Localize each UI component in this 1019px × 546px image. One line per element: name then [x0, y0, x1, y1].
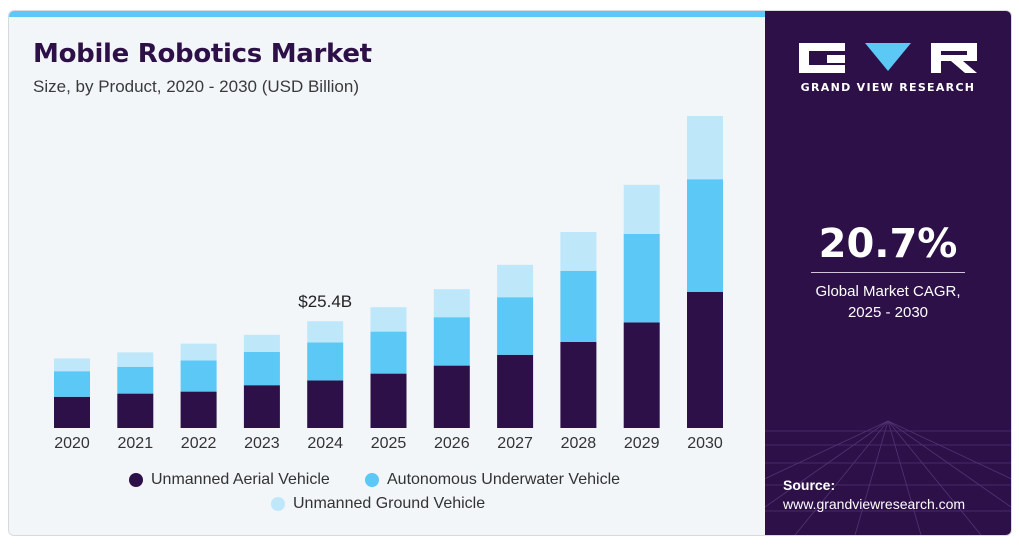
legend-swatch — [271, 497, 285, 511]
bar-unmanned-ground-vehicle-2024 — [307, 321, 344, 343]
bar-unmanned-ground-vehicle-2023 — [243, 334, 280, 352]
bar-unmanned-aerial-vehicle-2027 — [497, 354, 534, 428]
bar-unmanned-ground-vehicle-2025 — [370, 307, 407, 332]
bar-unmanned-ground-vehicle-2020 — [54, 358, 90, 372]
bar-unmanned-ground-vehicle-2027 — [497, 264, 534, 298]
x-tick-label-2023: 2023 — [244, 435, 280, 452]
x-tick-label-2024: 2024 — [307, 435, 343, 452]
x-tick-label-2021: 2021 — [118, 435, 154, 452]
bar-unmanned-aerial-vehicle-2029 — [623, 322, 660, 428]
chart-panel: Mobile Robotics Market Size, by Product,… — [9, 11, 765, 535]
source-label: Source: — [783, 477, 836, 493]
bar-autonomous-underwater-vehicle-2022 — [180, 360, 217, 392]
bar-unmanned-aerial-vehicle-2023 — [243, 385, 280, 428]
bar-autonomous-underwater-vehicle-2027 — [497, 297, 534, 355]
cagr-value: 20.7% — [818, 221, 958, 267]
cagr-label-line2: 2025 - 2030 — [847, 304, 929, 321]
legend-swatch — [129, 473, 143, 487]
legend-item-unmanned-aerial-vehicle: Unmanned Aerial Vehicle — [129, 471, 330, 489]
x-tick-label-2020: 2020 — [54, 435, 90, 452]
bar-autonomous-underwater-vehicle-2029 — [623, 234, 660, 323]
bar-autonomous-underwater-vehicle-2028 — [560, 270, 597, 342]
legend-label: Autonomous Underwater Vehicle — [387, 471, 621, 488]
bar-autonomous-underwater-vehicle-2030 — [687, 179, 723, 292]
bar-autonomous-underwater-vehicle-2023 — [243, 352, 280, 386]
legend-item-unmanned-ground-vehicle: Unmanned Ground Vehicle — [271, 495, 485, 513]
x-tick-label-2025: 2025 — [371, 435, 407, 452]
data-label-2024: $25.4B — [298, 292, 352, 311]
legend-label: Unmanned Aerial Vehicle — [151, 471, 330, 488]
bar-unmanned-ground-vehicle-2026 — [433, 289, 470, 318]
infographic-card: Mobile Robotics Market Size, by Product,… — [8, 10, 1012, 536]
bar-autonomous-underwater-vehicle-2021 — [117, 366, 154, 394]
bar-unmanned-ground-vehicle-2030 — [687, 116, 723, 180]
decorative-grid-floor — [765, 420, 1011, 535]
legend-swatch — [365, 473, 379, 487]
bar-autonomous-underwater-vehicle-2025 — [370, 331, 407, 374]
bar-unmanned-aerial-vehicle-2030 — [687, 292, 723, 428]
chart-subtitle: Size, by Product, 2020 - 2030 (USD Billi… — [33, 77, 359, 96]
cagr-label: Global Market CAGR, 2025 - 2030 — [765, 281, 1011, 323]
stacked-bar-chart: 2020 2021 2022 2023 2024 $25.4B 2025 2026 2027 20… — [54, 116, 723, 452]
chart-title: Mobile Robotics Market — [33, 39, 372, 69]
cagr-label-line1: Global Market CAGR, — [815, 283, 961, 300]
brand-name: GRAND VIEW RESEARCH — [800, 81, 976, 94]
legend-label: Unmanned Ground Vehicle — [293, 495, 486, 512]
bar-autonomous-underwater-vehicle-2024 — [307, 342, 344, 381]
x-tick-label-2026: 2026 — [434, 435, 470, 452]
grand-view-research-logo — [799, 43, 977, 73]
bar-unmanned-aerial-vehicle-2026 — [433, 365, 470, 428]
legend-item-autonomous-underwater-vehicle: Autonomous Underwater Vehicle — [365, 471, 620, 489]
bar-unmanned-ground-vehicle-2029 — [623, 184, 660, 234]
bar-unmanned-ground-vehicle-2028 — [560, 232, 597, 271]
source-url[interactable]: www.grandviewresearch.com — [783, 496, 966, 512]
x-tick-label-2028: 2028 — [561, 435, 597, 452]
bar-unmanned-aerial-vehicle-2025 — [370, 373, 407, 428]
bar-unmanned-aerial-vehicle-2020 — [54, 396, 90, 428]
cagr-divider — [811, 272, 965, 273]
bar-unmanned-aerial-vehicle-2024 — [307, 380, 344, 428]
summary-panel: GRAND VIEW RESEARCH 20.7% Global Market … — [765, 11, 1011, 535]
bar-unmanned-ground-vehicle-2021 — [117, 352, 154, 367]
x-tick-label-2029: 2029 — [624, 435, 660, 452]
bar-unmanned-aerial-vehicle-2021 — [117, 393, 154, 428]
x-tick-label-2030: 2030 — [687, 435, 723, 452]
bar-unmanned-aerial-vehicle-2028 — [560, 342, 597, 428]
bar-autonomous-underwater-vehicle-2020 — [54, 371, 90, 397]
bar-unmanned-ground-vehicle-2022 — [180, 343, 217, 361]
bar-autonomous-underwater-vehicle-2026 — [433, 317, 470, 366]
bar-unmanned-aerial-vehicle-2022 — [180, 391, 217, 428]
x-tick-label-2022: 2022 — [181, 435, 217, 452]
x-tick-label-2027: 2027 — [497, 435, 533, 452]
top-accent-bar — [9, 11, 765, 17]
